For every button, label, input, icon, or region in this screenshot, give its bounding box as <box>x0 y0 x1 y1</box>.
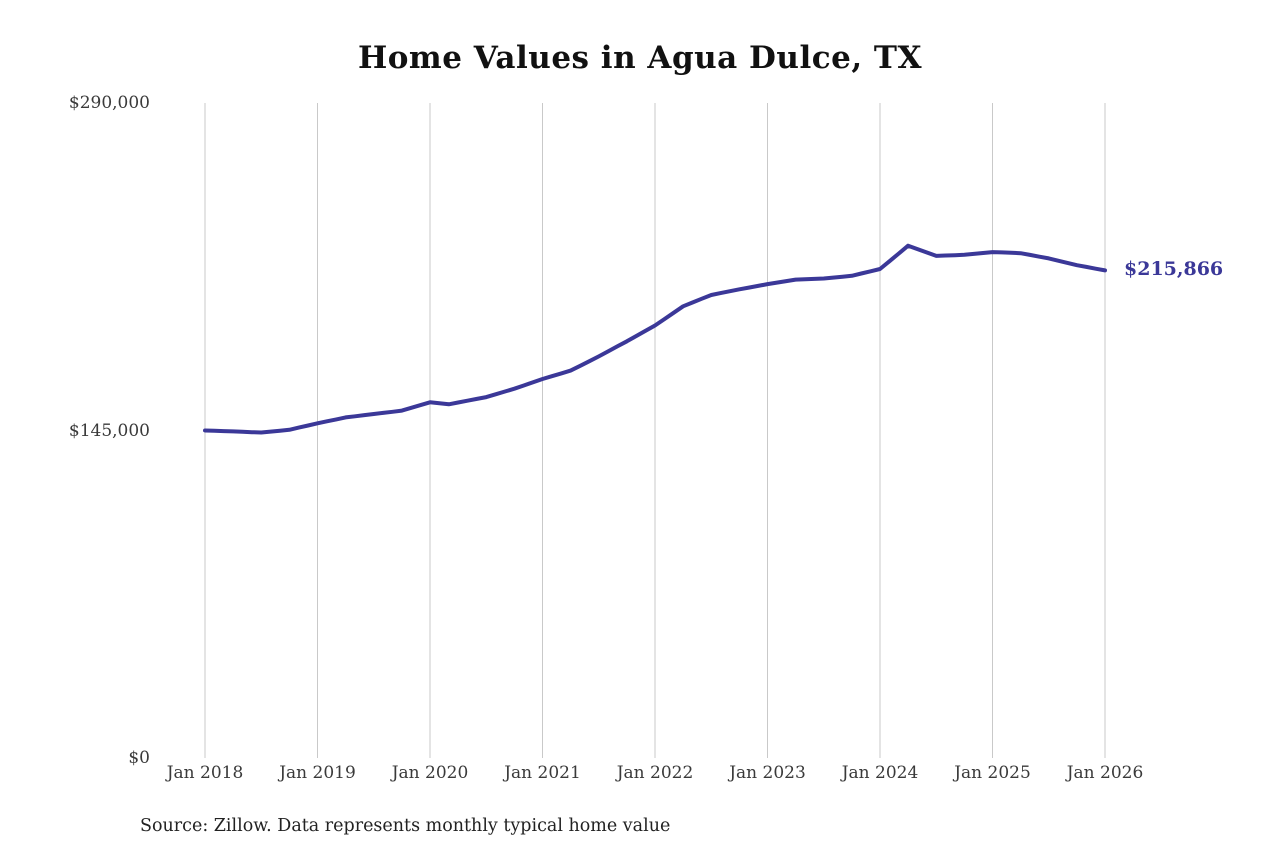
chart-title: Home Values in Agua Dulce, TX <box>357 40 923 76</box>
x-tick-label: Jan 2026 <box>1066 763 1144 783</box>
y-tick-label: $0 <box>128 748 150 768</box>
x-tick-label: Jan 2021 <box>504 763 581 783</box>
y-tick-label: $290,000 <box>68 93 150 113</box>
source-note: Source: Zillow. Data represents monthly … <box>140 816 671 836</box>
x-tick-label: Jan 2019 <box>279 763 356 783</box>
x-tick-label: Jan 2022 <box>616 763 694 783</box>
x-tick-label: Jan 2018 <box>166 763 244 783</box>
x-tick-label: Jan 2023 <box>729 763 806 783</box>
x-tick-label: Jan 2020 <box>391 763 469 783</box>
x-tick-label: Jan 2024 <box>841 763 919 783</box>
y-tick-label: $145,000 <box>68 420 150 441</box>
x-tick-label: Jan 2025 <box>954 763 1031 783</box>
end-value-label: $215,866 <box>1124 258 1224 281</box>
home-value-line <box>203 243 1107 435</box>
